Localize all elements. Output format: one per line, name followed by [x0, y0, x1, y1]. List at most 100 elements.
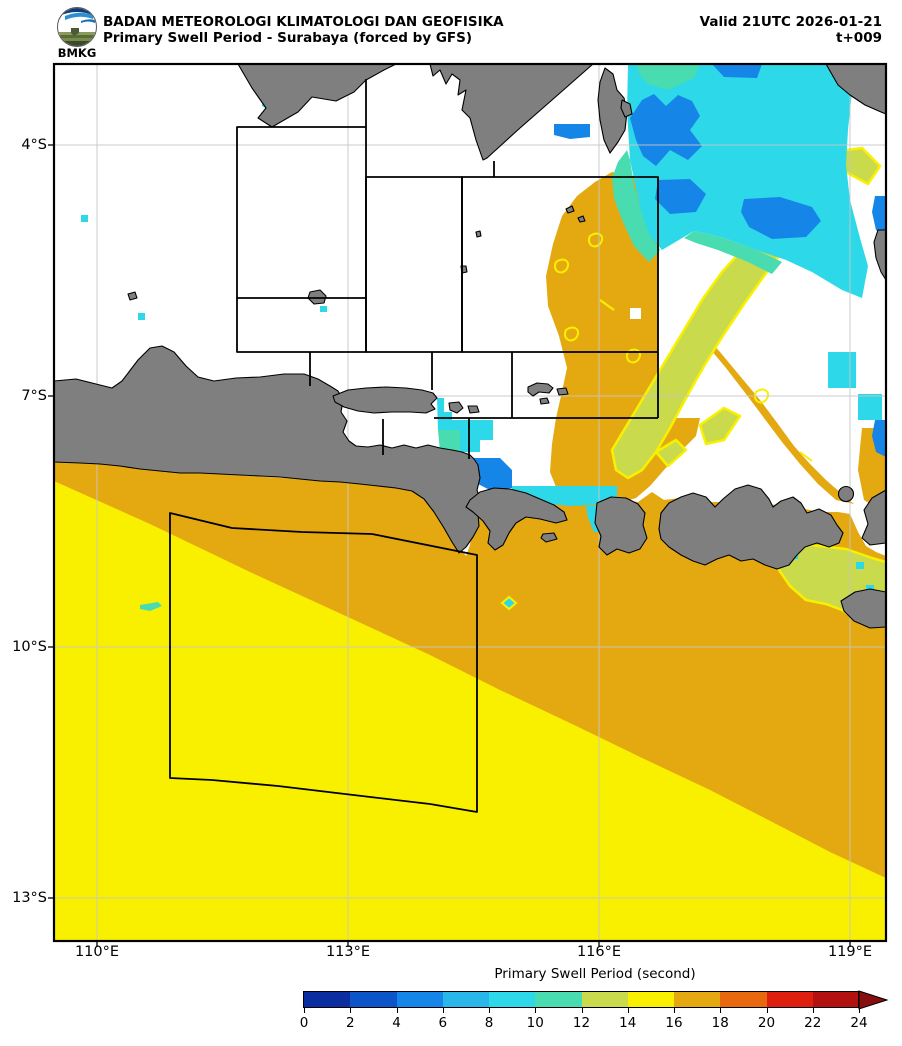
sea-blue-regions — [468, 64, 886, 490]
colorbar-tick-label: 4 — [392, 1015, 401, 1031]
land-karimunjawa — [127, 291, 138, 301]
colorbar-tick — [396, 1008, 398, 1013]
product-title: Primary Swell Period - Surabaya (forced … — [103, 30, 473, 46]
green-patch-1 — [698, 406, 742, 446]
colorbar-segment — [350, 992, 397, 1008]
blue-right-edge-2 — [872, 420, 886, 457]
colorbar-tick-label: 6 — [438, 1015, 448, 1031]
logo-text: BMKG — [57, 46, 97, 60]
blue-blob-mid — [741, 197, 821, 239]
colorbar-arrow — [858, 990, 889, 1010]
land-bali — [465, 487, 568, 551]
colorbar-segment — [674, 992, 721, 1008]
land-kangean-e — [556, 387, 569, 396]
x-axis-label-116e: 116°E — [576, 944, 622, 960]
green-patch-2 — [654, 438, 688, 468]
colorbar-tick-label: 2 — [345, 1015, 355, 1031]
yellow-contour-squiggles — [554, 232, 813, 462]
land-nusa-penida — [540, 532, 558, 543]
colorbar-tick — [442, 1008, 444, 1013]
colorbar-tick — [720, 1008, 722, 1013]
cyan-diamond-contour — [500, 595, 518, 611]
colorbar-tick-label: 16 — [665, 1015, 683, 1031]
colorbar-segments — [304, 992, 859, 1008]
colorbar-label: Primary Swell Period (second) — [494, 966, 696, 982]
zone-boundaries — [169, 79, 659, 813]
blue-top-strip — [712, 64, 762, 78]
colorbar-tick — [581, 1008, 583, 1013]
colorbar-tick — [350, 1008, 352, 1013]
colorbar-segment — [581, 992, 628, 1008]
colorbar-segment — [627, 992, 674, 1008]
blue-blob-small — [655, 179, 706, 214]
orange-band-east — [694, 330, 854, 504]
colorbar-segment — [396, 992, 443, 1008]
turquoise-south-fringe — [684, 231, 782, 274]
colorbar-tick-label: 22 — [804, 1015, 822, 1031]
valid-time: Valid 21UTC 2026-01-21 — [699, 14, 882, 30]
colorbar-segment — [489, 992, 536, 1008]
y-axis-label-4s: 4°S — [21, 137, 47, 153]
bmkg-logo — [57, 7, 97, 47]
y-axis-label-7s: 7°S — [21, 388, 47, 404]
land-kalimantan-west — [237, 64, 397, 128]
yellow-sw-ocean — [54, 481, 886, 941]
map-frame — [52, 62, 888, 943]
colorbar-tick — [812, 1008, 814, 1013]
colorbar-tick-label: 24 — [850, 1015, 868, 1031]
colorbar-tick — [627, 1008, 629, 1013]
white-hole — [630, 308, 641, 319]
land-sulawesi-strip — [873, 229, 886, 281]
land-sebuku — [620, 99, 633, 118]
colorbar-segment — [766, 992, 813, 1008]
land-madura — [332, 386, 438, 414]
land-flores-west — [861, 489, 886, 546]
colorbar-segment — [535, 992, 582, 1008]
axis-ticks — [48, 144, 851, 947]
land-sapudi — [448, 401, 464, 414]
land-sumbawa — [658, 484, 844, 570]
land-raas — [467, 405, 480, 414]
turquoise-top-fringe — [637, 64, 700, 90]
colorbar-segment — [442, 992, 489, 1008]
land-sumba — [840, 588, 886, 629]
land-kangean-s — [539, 397, 550, 405]
turquoise-dash-south — [140, 602, 162, 611]
turquoise-west-fringe — [612, 150, 660, 262]
colorbar-segment — [304, 992, 351, 1008]
land-lombok — [594, 496, 648, 556]
logo-art — [58, 8, 96, 46]
colorbar-tick — [489, 1008, 490, 1013]
land-islet — [577, 215, 586, 223]
land-pulau-laut — [597, 67, 628, 154]
cyan-dot — [138, 313, 145, 320]
blue-right-edge-1 — [872, 196, 886, 238]
land-kalimantan-se — [429, 64, 594, 161]
colorbar-tick-label: 10 — [526, 1015, 544, 1031]
sea-yellow-region — [54, 481, 886, 941]
cyan-right-patch-2 — [858, 394, 882, 420]
colorbar-tick — [766, 1008, 768, 1013]
x-axis-label-119e: 119°E — [827, 944, 873, 960]
blue-blob-x — [630, 94, 702, 166]
colorbar-tick — [859, 1008, 860, 1013]
colorbar-tick — [535, 1008, 537, 1013]
y-axis-label-13s: 13°S — [12, 890, 47, 906]
blue-west-of-laut — [554, 124, 590, 139]
y-axis-label-10s: 10°S — [12, 639, 47, 655]
cyan-dot — [320, 306, 327, 312]
colorbar-tick-label: 0 — [299, 1015, 309, 1031]
colorbar-segment — [812, 992, 859, 1008]
x-axis-label-110e: 110°E — [74, 944, 120, 960]
agency-title: BADAN METEOROLOGI KLIMATOLOGI DAN GEOFIS… — [103, 14, 504, 30]
colorbar-frame — [303, 991, 859, 1008]
colorbar-tick-label: 12 — [572, 1015, 591, 1031]
land-sangeang — [837, 485, 855, 503]
zone-south-java-polygon — [169, 512, 478, 813]
forecast-step: t+009 — [836, 30, 882, 46]
land-kangean — [527, 382, 554, 397]
colorbar-segment — [720, 992, 767, 1008]
x-axis-label-113e: 113°E — [325, 944, 371, 960]
